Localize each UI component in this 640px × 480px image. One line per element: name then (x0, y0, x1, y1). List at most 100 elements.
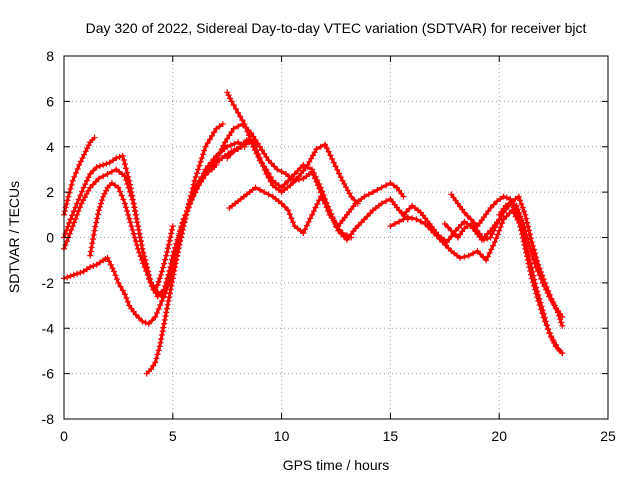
data-point (237, 143, 244, 150)
data-point (137, 234, 144, 241)
data-point (245, 127, 252, 134)
data-point (529, 242, 536, 249)
data-point (224, 135, 231, 142)
data-point (168, 230, 175, 237)
data-point (496, 217, 503, 224)
data-point (314, 182, 321, 189)
data-point (199, 174, 206, 181)
data-point (533, 254, 540, 261)
data-point (367, 210, 374, 217)
data-point (134, 245, 141, 252)
data-point (74, 165, 81, 172)
data-point (516, 209, 523, 216)
data-point (87, 252, 94, 259)
data-point (96, 259, 103, 266)
data-point (233, 146, 240, 153)
data-point (505, 200, 512, 207)
data-point (141, 263, 148, 270)
data-point (515, 193, 522, 200)
data-point (281, 203, 288, 210)
data-point (464, 223, 471, 230)
data-point (340, 233, 347, 240)
data-point (387, 180, 394, 187)
data-point (528, 239, 535, 246)
y-tick-label: 2 (46, 184, 54, 200)
data-point (156, 343, 163, 350)
data-point (123, 165, 130, 172)
data-point (74, 211, 81, 218)
data-point (97, 200, 104, 207)
data-point (66, 230, 73, 237)
data-point (63, 238, 70, 245)
data-point (300, 229, 307, 236)
y-tick-label: -4 (42, 320, 55, 336)
data-point (441, 220, 448, 227)
data-point (193, 170, 200, 177)
data-point (253, 147, 260, 154)
data-point (393, 184, 400, 191)
data-point (200, 151, 207, 158)
data-point (457, 231, 464, 238)
data-point (396, 218, 403, 225)
data-point (164, 301, 171, 308)
y-tick-label: 4 (46, 139, 54, 155)
data-point (486, 249, 493, 256)
data-point (129, 196, 136, 203)
data-point (82, 181, 89, 188)
data-point (154, 351, 161, 358)
data-point (536, 295, 543, 302)
data-point (535, 261, 542, 268)
data-point (158, 268, 165, 275)
data-point (265, 191, 272, 198)
data-point (450, 194, 457, 201)
data-point (220, 142, 227, 149)
data-point (255, 151, 262, 158)
data-point (322, 200, 329, 207)
data-point (164, 248, 171, 255)
data-point (87, 170, 94, 177)
data-point (132, 211, 139, 218)
data-point (89, 240, 96, 247)
data-point (94, 211, 101, 218)
data-point (322, 141, 329, 148)
data-point (311, 149, 318, 156)
data-point (181, 219, 188, 226)
data-point (537, 299, 544, 306)
data-point (448, 191, 455, 198)
data-point (161, 293, 168, 300)
data-point (204, 167, 211, 174)
data-point (489, 231, 496, 238)
data-point (128, 192, 135, 199)
data-point (77, 269, 84, 276)
data-point (480, 254, 487, 261)
data-point (228, 129, 235, 136)
data-point (123, 177, 130, 184)
data-point (304, 161, 311, 168)
data-point (93, 261, 100, 268)
data-point (90, 262, 97, 269)
data-point (291, 177, 298, 184)
data-point (202, 143, 209, 150)
data-point (336, 170, 343, 177)
data-point (480, 214, 487, 221)
data-point (197, 158, 204, 165)
y-tick-label: -6 (42, 366, 55, 382)
data-point (532, 280, 539, 287)
data-point (503, 213, 510, 220)
data-point (120, 156, 127, 163)
data-point (90, 167, 97, 174)
data-point (168, 282, 175, 289)
data-point (136, 230, 143, 237)
x-tick-label: 10 (274, 428, 290, 444)
data-point (177, 233, 184, 240)
data-point (525, 223, 532, 230)
data-point (95, 207, 102, 214)
data-point (483, 211, 490, 218)
data-point (484, 235, 491, 242)
data-point (100, 193, 107, 200)
data-point (191, 186, 198, 193)
data-point (195, 166, 202, 173)
data-point (333, 224, 340, 231)
data-point (127, 219, 134, 226)
